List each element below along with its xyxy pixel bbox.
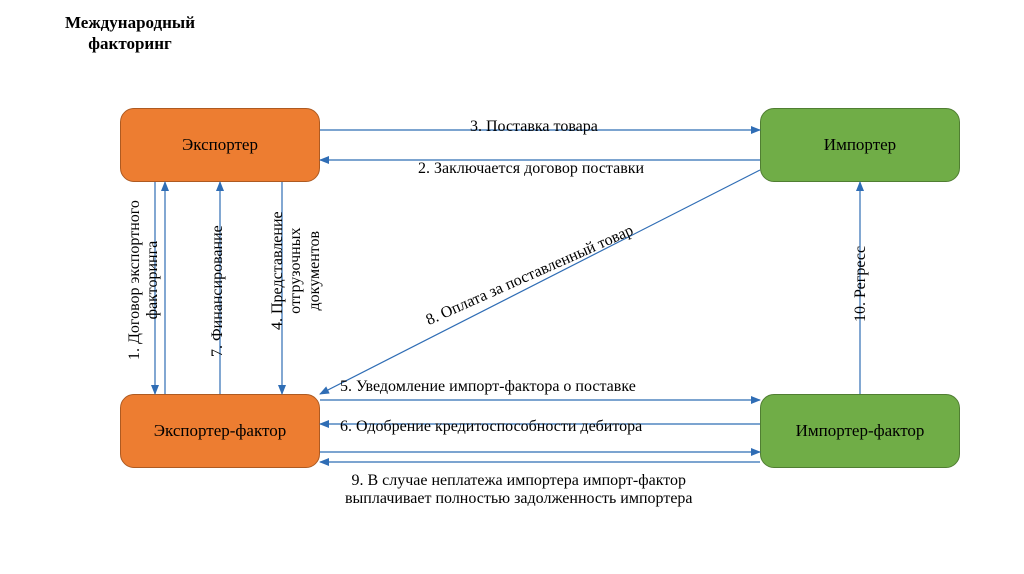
edge-label-9: 9. В случае неплатежа импортера импорт-ф… (345, 472, 693, 509)
node-importer-factor: Импортер-фактор (760, 394, 960, 468)
edge-label-1: 1. Договор экспортного факторинга (126, 200, 163, 360)
node-exporter-factor: Экспортер-фактор (120, 394, 320, 468)
edge-e8 (320, 170, 760, 394)
edge-label-8: 8. Оплата за поставленный товар (424, 222, 637, 330)
diagram-canvas: Международный факторинг Экспортер Импорт… (0, 0, 1024, 574)
node-exporter: Экспортер (120, 108, 320, 182)
edge-label-2: 2. Заключается договор поставки (418, 160, 644, 178)
node-importer-factor-label: Импортер-фактор (796, 421, 925, 441)
edge-label-4: 4. Представление отгрузочных документов (269, 211, 324, 330)
edge-label-10: 10. Регресс (852, 246, 870, 322)
edge-label-6: 6. Одобрение кредитоспособности дебитора (340, 418, 642, 436)
edge-label-7: 7. Финансирование (209, 225, 227, 357)
diagram-title: Международный факторинг (40, 12, 220, 55)
node-exporter-label: Экспортер (182, 135, 258, 155)
edge-label-3: 3. Поставка товара (470, 118, 598, 136)
node-importer-label: Импортер (824, 135, 896, 155)
edge-label-5: 5. Уведомление импорт-фактора о поставке (340, 378, 636, 396)
node-importer: Импортер (760, 108, 960, 182)
node-exporter-factor-label: Экспортер-фактор (154, 421, 286, 441)
